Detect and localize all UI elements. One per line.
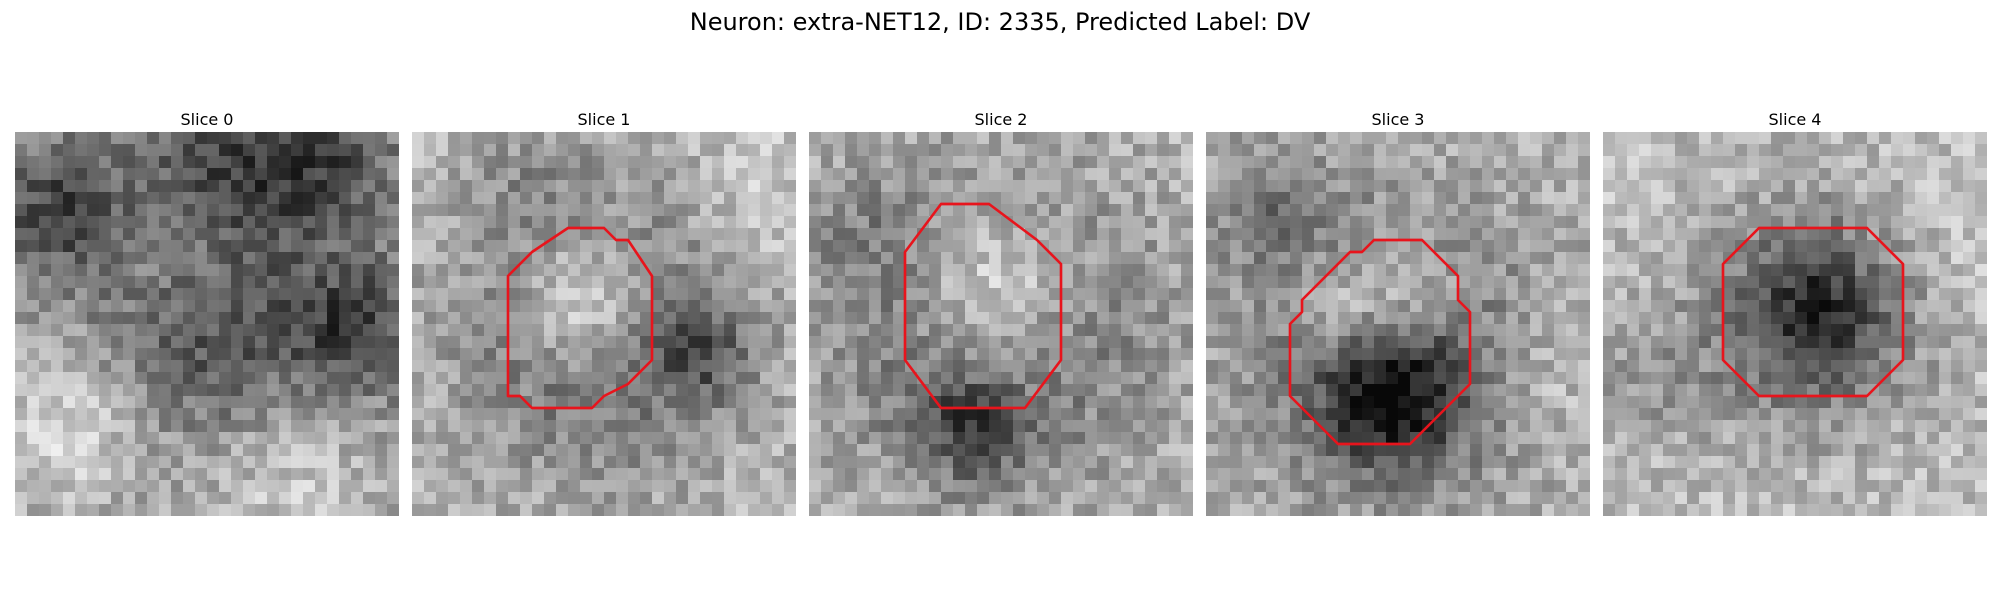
slice-3-title: Slice 3 bbox=[1371, 110, 1425, 129]
slice-1-title: Slice 1 bbox=[577, 110, 631, 129]
slice-panel-1: Slice 1 bbox=[412, 108, 796, 516]
figure-title: Neuron: extra-NET12, ID: 2335, Predicted… bbox=[689, 8, 1311, 36]
roi-outline bbox=[1288, 238, 1472, 446]
slice-2-image bbox=[809, 132, 1193, 516]
slice-panel-2: Slice 2 bbox=[809, 108, 1193, 516]
slice-1-image bbox=[412, 132, 796, 516]
roi-outline bbox=[506, 226, 654, 410]
slice-4-title: Slice 4 bbox=[1768, 110, 1822, 129]
slice-4-image bbox=[1603, 132, 1987, 516]
roi-outline bbox=[1721, 226, 1905, 398]
roi-outline bbox=[903, 202, 1063, 410]
slice-0-title: Slice 0 bbox=[180, 110, 234, 129]
slice-0-image bbox=[15, 132, 399, 516]
slice-panel-3: Slice 3 bbox=[1206, 108, 1590, 516]
slice-3-image bbox=[1206, 132, 1590, 516]
slice-panel-4: Slice 4 bbox=[1603, 108, 1987, 516]
slice-panel-0: Slice 0 bbox=[15, 108, 399, 516]
slice-2-title: Slice 2 bbox=[974, 110, 1028, 129]
